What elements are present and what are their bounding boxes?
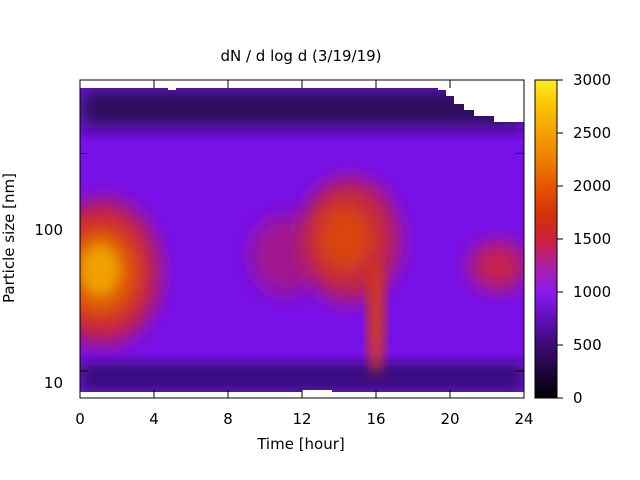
heatmap-blobs: [80, 178, 524, 374]
colorbar-tick-label: 3000: [573, 71, 611, 89]
x-tick-label: 8: [223, 410, 233, 428]
colorbar-tick-label: 2500: [573, 124, 611, 142]
gap-mask: [302, 390, 332, 392]
y-tick-label: 100: [34, 221, 63, 239]
colorbar: 0 500 1000 1500 2000 2500 3000: [534, 71, 611, 407]
y-tick-label: 10: [44, 374, 63, 392]
colorbar-tick-label: 1000: [573, 283, 611, 301]
x-axis: 0 4 8 12 16 20 24 Time [hour]: [75, 80, 534, 453]
y-axis: 10 100 Particle size [nm]: [0, 152, 524, 392]
x-tick-label: 4: [149, 410, 159, 428]
blob-morning-core: [80, 244, 120, 296]
plot-area: [80, 80, 524, 392]
chart-title: dN / d log d (3/19/19): [220, 47, 381, 65]
colorbar-tick-label: 0: [573, 389, 583, 407]
colorbar-tick-label: 2000: [573, 177, 611, 195]
colorbar-ticks: [557, 79, 563, 399]
colorbar-tick-label: 1500: [573, 230, 611, 248]
y-ticks: [80, 152, 524, 372]
colorbar-gradient: [534, 79, 558, 399]
blob-evening: [470, 242, 524, 290]
blob-afternoon-core: [315, 202, 375, 274]
heatmap-bottom-dark: [80, 362, 524, 392]
y-axis-label: Particle size [nm]: [0, 173, 18, 303]
x-tick-label: 24: [514, 410, 533, 428]
x-ticks: [79, 80, 525, 398]
x-axis-label: Time [hour]: [256, 435, 345, 453]
upper-size-limit-mask: [80, 80, 524, 122]
x-tick-label: 0: [75, 410, 85, 428]
blob-growth-tail: [368, 262, 384, 374]
colorbar-tick-label: 500: [573, 336, 602, 354]
x-tick-label: 16: [366, 410, 385, 428]
x-tick-label: 20: [440, 410, 459, 428]
x-tick-label: 12: [292, 410, 311, 428]
